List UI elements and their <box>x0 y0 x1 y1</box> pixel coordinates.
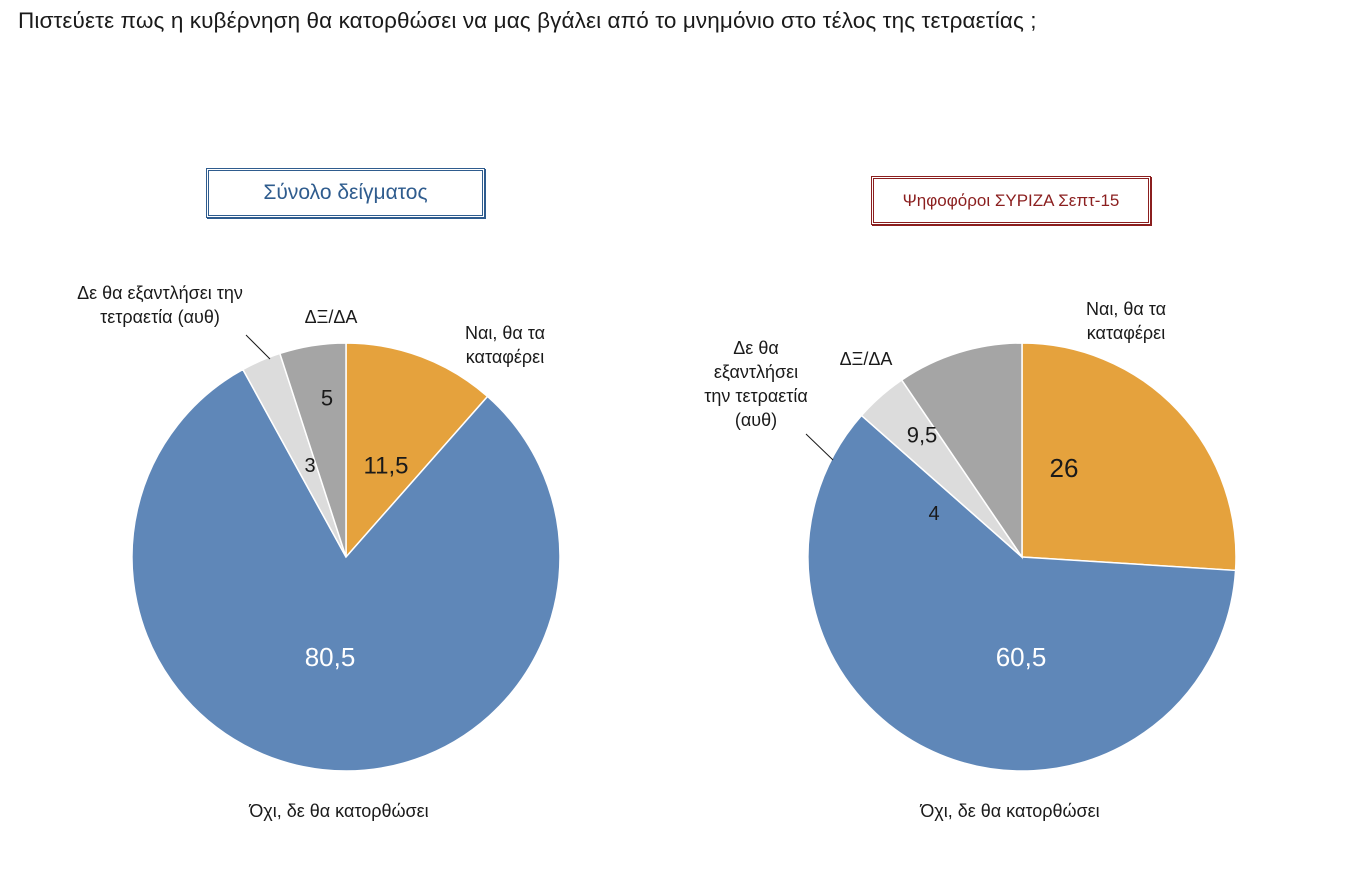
total-value-yes: 11,5 <box>364 453 409 480</box>
total-exhaust-leader <box>245 334 271 360</box>
total-slice-yes <box>345 342 489 559</box>
syriza-value-yes: 26 <box>1050 453 1079 483</box>
right-label-no: Όχι, δε θα κατορθώσει <box>920 801 1100 821</box>
left-label-yes: Ναι, θα τα καταφέρει <box>464 323 546 367</box>
total-value-exhaust: 3 <box>304 455 315 477</box>
left-label-no: Όχι, δε θα κατορθώσει <box>249 801 429 821</box>
total-value-dk: 5 <box>321 386 333 411</box>
right-label-exhaust: Δε θα εξαντλήσει την τετραετία (αυθ) <box>704 338 808 430</box>
total-slice-no <box>131 368 561 772</box>
left-label-exhaust: Δε θα εξαντλήσει την τετραετία (αυθ) <box>77 283 243 327</box>
syriza-slice-no <box>807 414 1237 772</box>
pie-total-sample: 11,5 80,5 3 5 <box>131 342 561 772</box>
syriza-slice-dk <box>900 342 1023 560</box>
total-sample-title: Σύνολο δείγματος <box>206 168 485 218</box>
leader-lines <box>245 334 834 461</box>
pie-syriza-voters: 26 60,5 4 9,5 <box>807 342 1237 772</box>
syriza-value-dk: 9,5 <box>907 423 938 448</box>
total-slice-dk <box>278 342 347 558</box>
question-title: Πιστεύετε πως η κυβέρνηση θα κατορθώσει … <box>18 8 1037 33</box>
left-label-dk: ΔΞ/ΔΑ <box>304 307 358 327</box>
syriza-slice-yes <box>1021 342 1237 572</box>
total-value-no: 80,5 <box>305 642 356 672</box>
syriza-voters-title: Ψηφοφόροι ΣΥΡΙΖΑ Σεπτ-15 <box>871 176 1151 225</box>
right-label-dk: ΔΞ/ΔΑ <box>839 349 893 369</box>
syriza-exhaust-leader <box>805 433 834 461</box>
right-label-yes: Ναι, θα τα καταφέρει <box>1085 299 1167 343</box>
syriza-value-no: 60,5 <box>996 642 1047 672</box>
syriza-value-exhaust: 4 <box>928 503 939 525</box>
